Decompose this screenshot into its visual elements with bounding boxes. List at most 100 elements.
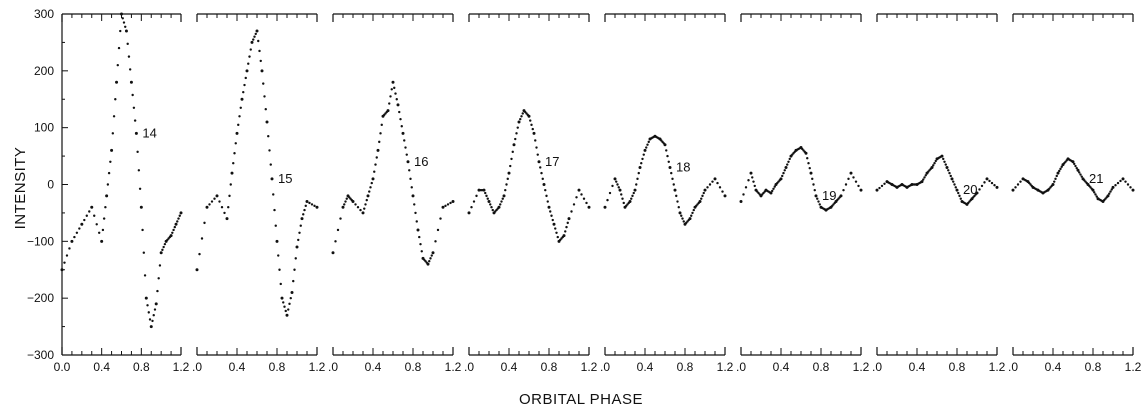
data-point bbox=[153, 308, 157, 311]
data-point bbox=[410, 186, 413, 189]
data-point bbox=[227, 206, 230, 209]
x-tick-label: 0.8 bbox=[405, 360, 422, 374]
data-point bbox=[137, 169, 141, 172]
data-point bbox=[426, 262, 430, 266]
data-point bbox=[504, 188, 507, 192]
data-point bbox=[237, 123, 240, 127]
data-point bbox=[343, 203, 346, 206]
data-point bbox=[544, 188, 547, 192]
data-point bbox=[708, 183, 712, 186]
x-tick-label: 0.8 bbox=[949, 360, 966, 374]
data-point bbox=[115, 80, 119, 84]
data-point bbox=[278, 268, 281, 271]
data-point bbox=[511, 150, 514, 154]
data-point bbox=[142, 251, 146, 254]
data-point bbox=[234, 142, 237, 145]
data-point bbox=[470, 206, 473, 209]
data-point bbox=[285, 313, 289, 317]
data-point bbox=[671, 177, 674, 181]
data-point bbox=[368, 190, 371, 193]
data-point bbox=[665, 149, 668, 152]
data-point bbox=[505, 183, 508, 186]
panel-number-label: 20 bbox=[963, 182, 977, 197]
data-point bbox=[467, 211, 471, 215]
data-point bbox=[516, 126, 519, 129]
data-point bbox=[414, 211, 417, 215]
data-point bbox=[847, 177, 850, 181]
data-point bbox=[487, 200, 491, 204]
data-point bbox=[933, 161, 936, 165]
data-point bbox=[88, 210, 91, 213]
data-point bbox=[1091, 188, 1095, 192]
data-point bbox=[681, 217, 684, 220]
data-point bbox=[506, 177, 509, 181]
data-point bbox=[157, 277, 160, 280]
data-point bbox=[950, 177, 954, 181]
y-tick-label: 200 bbox=[34, 64, 54, 78]
data-point bbox=[366, 194, 370, 198]
data-point bbox=[270, 177, 274, 181]
data-point bbox=[542, 183, 546, 186]
data-point bbox=[415, 220, 418, 223]
data-point bbox=[446, 203, 450, 206]
data-point bbox=[395, 98, 398, 101]
data-point bbox=[436, 228, 440, 232]
data-point bbox=[428, 260, 431, 263]
data-point bbox=[299, 224, 302, 227]
data-point bbox=[809, 171, 813, 175]
data-point bbox=[359, 208, 362, 212]
data-point bbox=[260, 69, 264, 73]
data-point bbox=[1014, 186, 1017, 189]
data-point bbox=[1116, 181, 1120, 185]
data-point bbox=[154, 302, 158, 306]
data-point bbox=[124, 25, 127, 28]
x-tick-label: .0 bbox=[1008, 360, 1018, 374]
data-point bbox=[288, 302, 291, 306]
data-point bbox=[284, 309, 287, 313]
data-point bbox=[706, 186, 709, 189]
data-point bbox=[1109, 190, 1112, 193]
data-point bbox=[295, 245, 299, 249]
data-point bbox=[1019, 180, 1022, 183]
x-tick-label: 0.8 bbox=[133, 360, 150, 374]
data-point bbox=[109, 160, 112, 163]
data-point bbox=[177, 217, 180, 220]
data-point bbox=[562, 234, 566, 238]
x-tick-label: 0.4 bbox=[229, 360, 246, 374]
data-point bbox=[499, 203, 502, 206]
x-tick-label: 1.2 bbox=[1125, 360, 1142, 374]
y-axis-title: INTENSITY bbox=[12, 147, 29, 230]
data-point bbox=[953, 183, 956, 186]
x-tick-label: 0.8 bbox=[677, 360, 694, 374]
data-point bbox=[304, 204, 307, 208]
data-point bbox=[565, 225, 568, 229]
x-tick-label: 0.8 bbox=[269, 360, 286, 374]
data-point bbox=[406, 160, 410, 164]
data-point bbox=[752, 180, 755, 183]
data-point bbox=[975, 191, 979, 195]
data-point bbox=[294, 257, 297, 260]
data-point bbox=[1093, 191, 1096, 194]
data-point bbox=[162, 245, 165, 249]
data-point bbox=[429, 257, 432, 260]
data-point bbox=[1053, 180, 1056, 183]
data-point bbox=[1054, 177, 1057, 181]
data-point bbox=[253, 35, 256, 38]
panel-16: .0 0.4 0.8 1.2 16 bbox=[328, 13, 462, 374]
panel-19: .0 0.4 0.8 1.2 19 bbox=[736, 13, 870, 374]
data-point bbox=[334, 240, 337, 243]
data-point bbox=[363, 207, 366, 210]
data-point bbox=[90, 205, 94, 209]
data-point bbox=[772, 187, 775, 190]
data-point bbox=[690, 214, 693, 217]
data-point bbox=[235, 131, 239, 135]
data-point bbox=[128, 68, 132, 71]
data-point bbox=[305, 200, 309, 204]
data-point bbox=[541, 177, 544, 181]
data-point bbox=[585, 201, 588, 205]
data-point bbox=[298, 231, 301, 235]
data-point bbox=[617, 186, 620, 189]
data-point bbox=[275, 239, 279, 243]
data-point bbox=[547, 205, 551, 209]
